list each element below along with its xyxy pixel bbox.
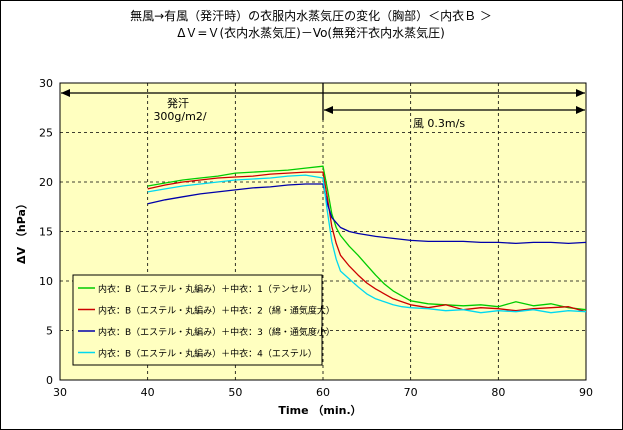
chart-subtitle: ΔＶ=Ｖ(衣内水蒸気圧)－Vo(無発汗衣内水蒸気圧) [177,25,445,40]
wind-period-arrow [324,106,585,114]
annotation-label: 300g/m2/ [153,110,206,123]
x-axis-label: Time （min.） [278,404,361,417]
y-tick-label: 30 [39,77,53,90]
series-line-3 [147,183,587,245]
x-tick-label: 60 [316,386,330,399]
y-tick-label: 0 [46,374,53,387]
y-tick-label: 10 [39,275,53,288]
y-tick-label: 20 [39,176,53,189]
series-line-2 [147,171,587,313]
y-tick-label: 25 [39,127,53,140]
legend-item-3: 内衣：B（エステル・丸編み）＋中衣：3（綿・通気度小） [78,326,335,338]
x-tick-label: 40 [141,386,155,399]
legend-label: 内衣：B（エステル・丸編み）＋中衣：1（テンセル） [98,283,317,295]
legend-item-1: 内衣：B（エステル・丸編み）＋中衣：1（テンセル） [78,283,317,295]
legend-item-2: 内衣：B（エステル・丸編み）＋中衣：2（綿・通気度大） [78,305,335,317]
arrow-head-left [324,106,333,114]
x-tick-label: 80 [491,386,505,399]
x-tick-label: 70 [404,386,418,399]
arrow-head-right [576,89,585,97]
y-tick-label: 5 [46,325,53,338]
y-tick-label: 15 [39,226,53,239]
y-axis-label: ΔV （hPa） [15,198,28,264]
y-axis-ticks: 0 5 10 15 20 25 30 [39,77,53,387]
arrow-head-left [61,89,70,97]
legend-label: 内衣：B（エステル・丸編み）＋中衣：3（綿・通気度小） [98,326,335,338]
series-lines [147,165,587,314]
legend-label: 内衣：B（エステル・丸編み）＋中衣：2（綿・通気度大） [98,305,335,317]
arrow-head-right [576,106,585,114]
series-line-1 [147,165,587,311]
chart-title: 無風→有風（発汗時）の衣服内水蒸気圧の変化（胸部）＜内衣Ｂ ＞ [130,8,492,23]
legend-label: 内衣：B（エステル・丸編み）＋中衣：4（エステル） [98,348,317,360]
legend: 内衣：B（エステル・丸編み）＋中衣：1（テンセル） 内衣：B（エステル・丸編み）＋… [72,274,335,366]
annotation-label: 発汗 [167,96,189,110]
x-tick-label: 50 [228,386,242,399]
grid-lines [60,83,586,380]
annotation-label: 風 0.3m/s [413,117,465,130]
x-tick-label: 90 [579,386,593,399]
x-axis-ticks: 30 40 50 60 70 80 90 [53,386,593,399]
x-tick-label: 30 [53,386,67,399]
series-line-4 [147,174,587,314]
legend-item-4: 内衣：B（エステル・丸編み）＋中衣：4（エステル） [78,348,317,360]
legend-box [72,274,323,366]
